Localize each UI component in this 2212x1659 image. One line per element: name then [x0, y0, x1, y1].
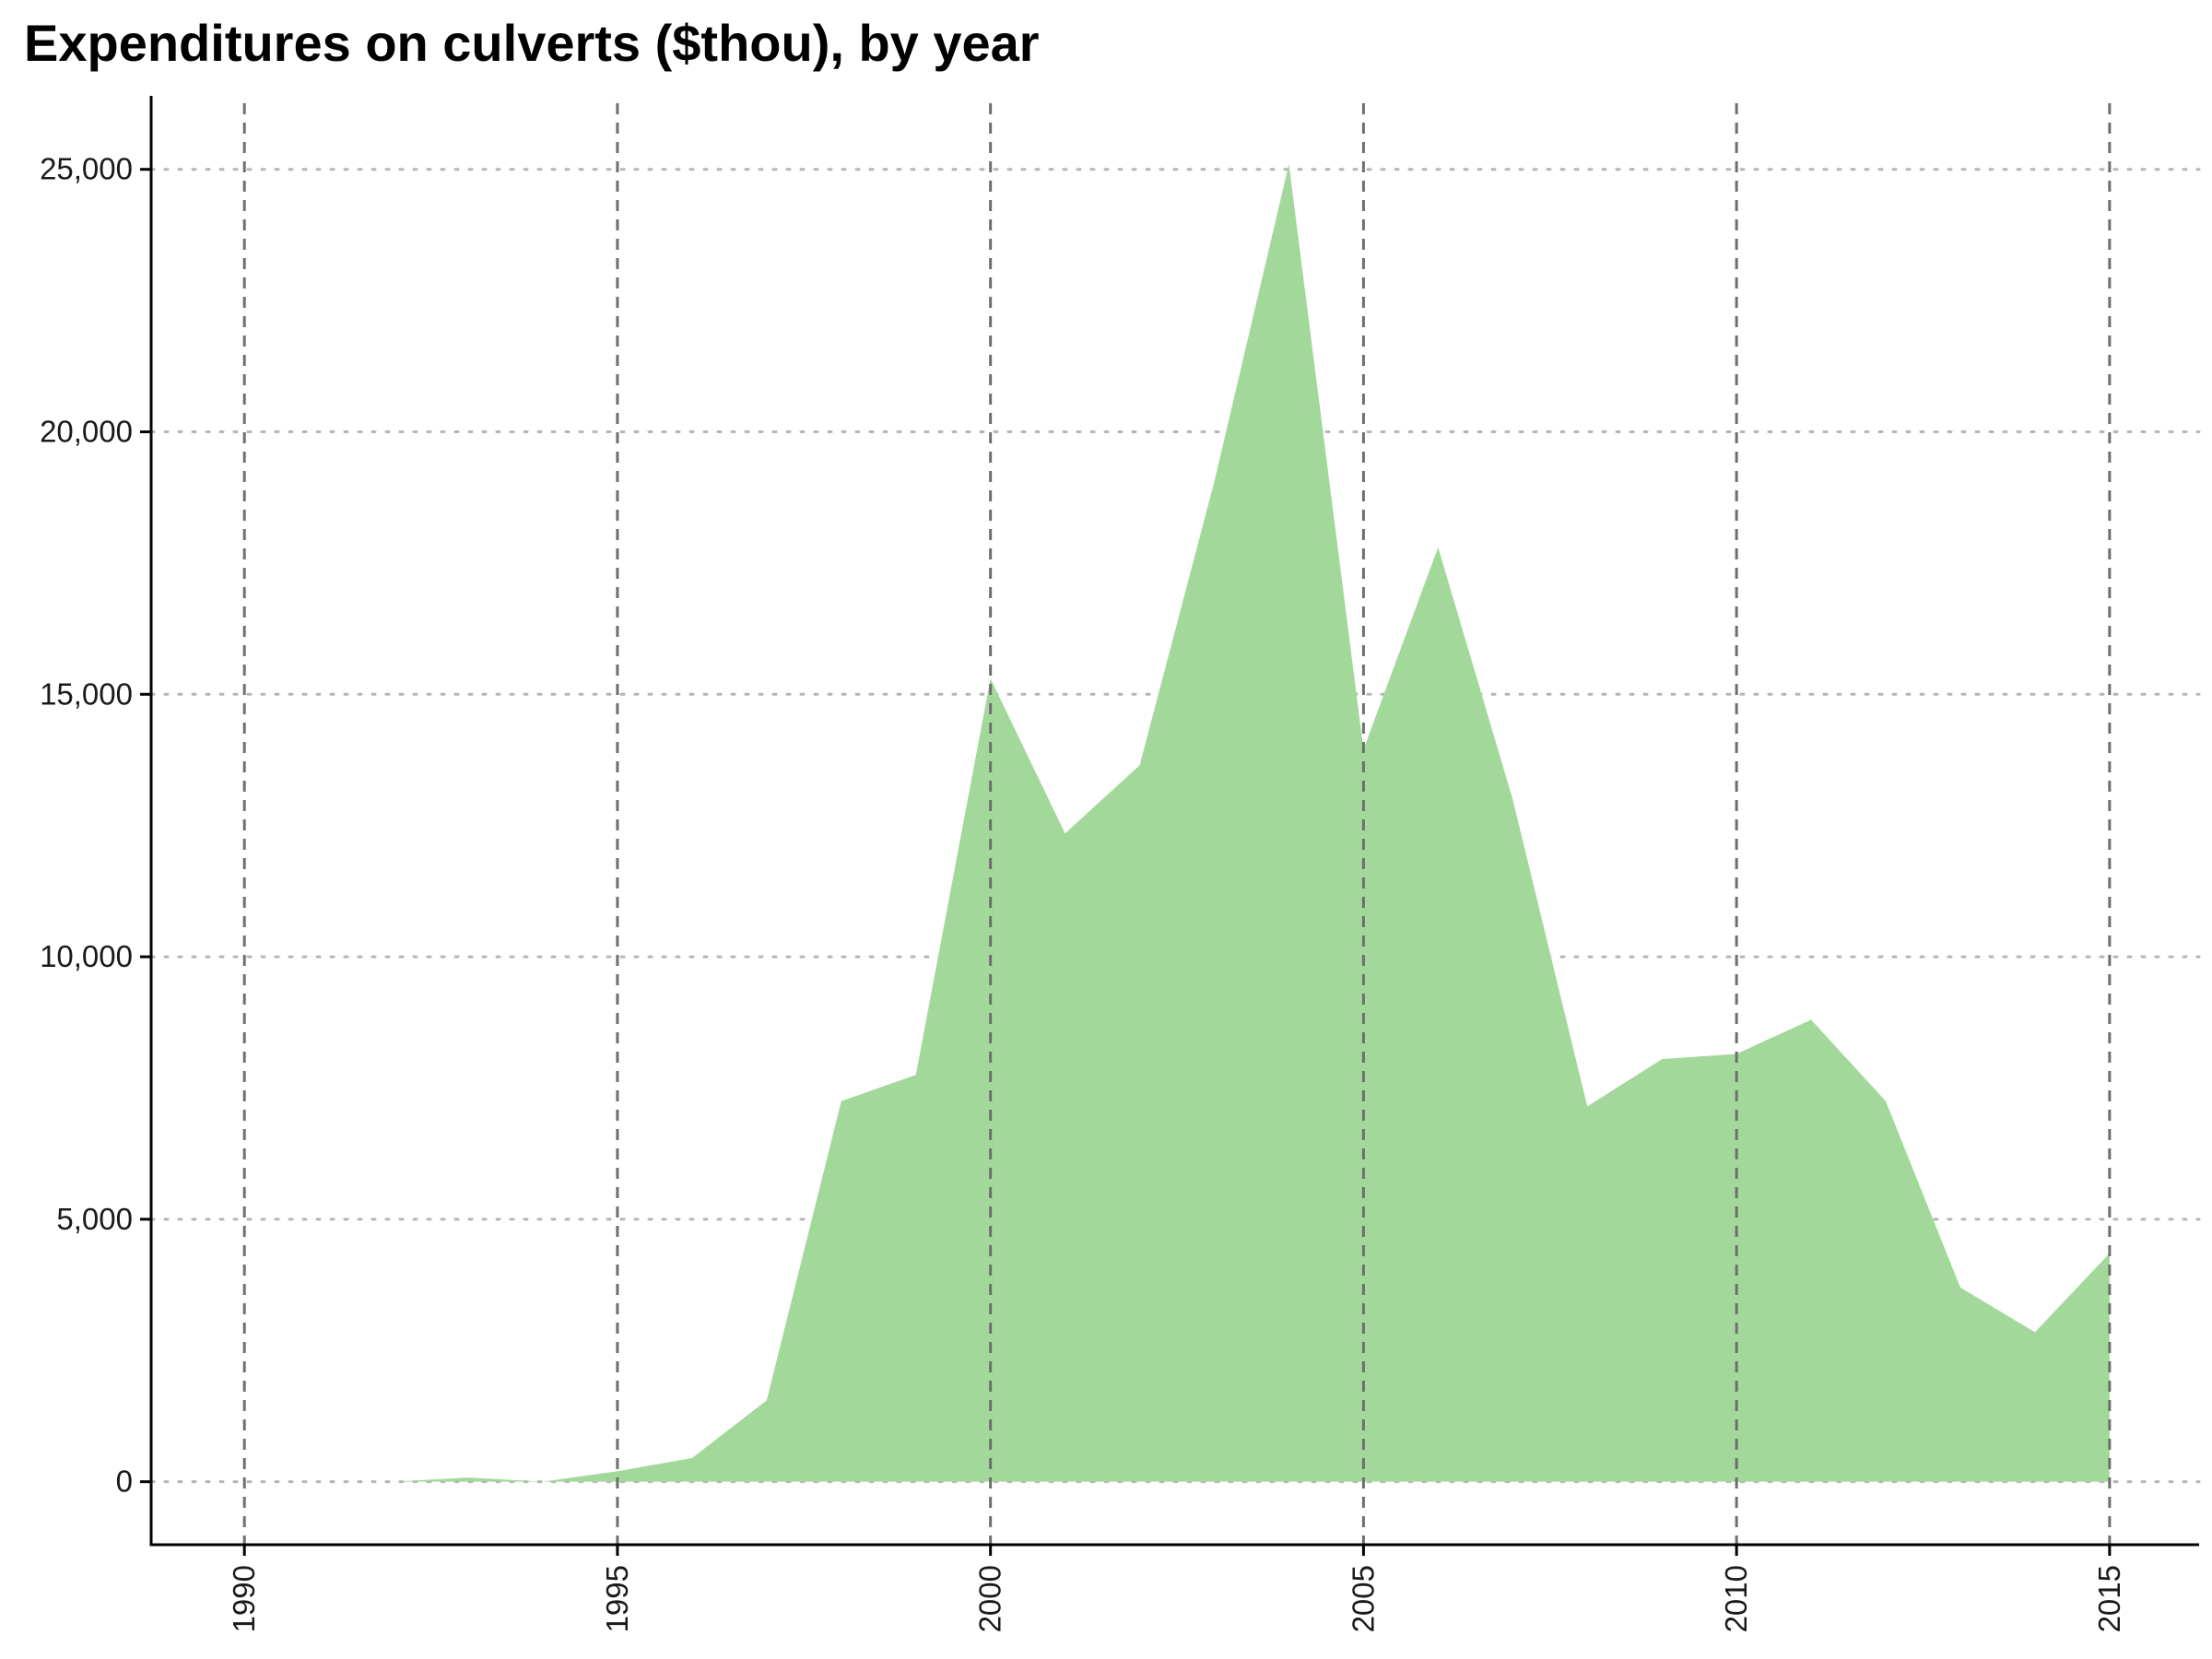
tick-labels: 0 5,000 10,000 15,000 20,000 25,000 1990 1995 20… — [40, 152, 2126, 1633]
axes — [140, 96, 2199, 1556]
x-tick-label-1: 1995 — [600, 1565, 634, 1632]
area-series-0 — [244, 164, 2110, 1482]
area-series-layer — [244, 164, 2110, 1482]
x-tick-label-0: 1990 — [227, 1565, 261, 1632]
x-tick-label-2: 2000 — [973, 1565, 1007, 1632]
y-tick-label-5: 25,000 — [40, 152, 133, 186]
x-tick-label-5: 2015 — [2092, 1565, 2126, 1632]
y-tick-label-1: 5,000 — [56, 1202, 133, 1236]
y-tick-label-0: 0 — [116, 1465, 133, 1499]
y-tick-label-4: 20,000 — [40, 415, 133, 449]
y-tick-label-2: 10,000 — [40, 939, 133, 973]
y-tick-label-3: 15,000 — [40, 677, 133, 711]
x-tick-label-3: 2005 — [1346, 1565, 1380, 1632]
x-tick-label-4: 2010 — [1719, 1565, 1753, 1632]
chart-title: Expenditures on culverts ($thou), by yea… — [24, 14, 1040, 72]
